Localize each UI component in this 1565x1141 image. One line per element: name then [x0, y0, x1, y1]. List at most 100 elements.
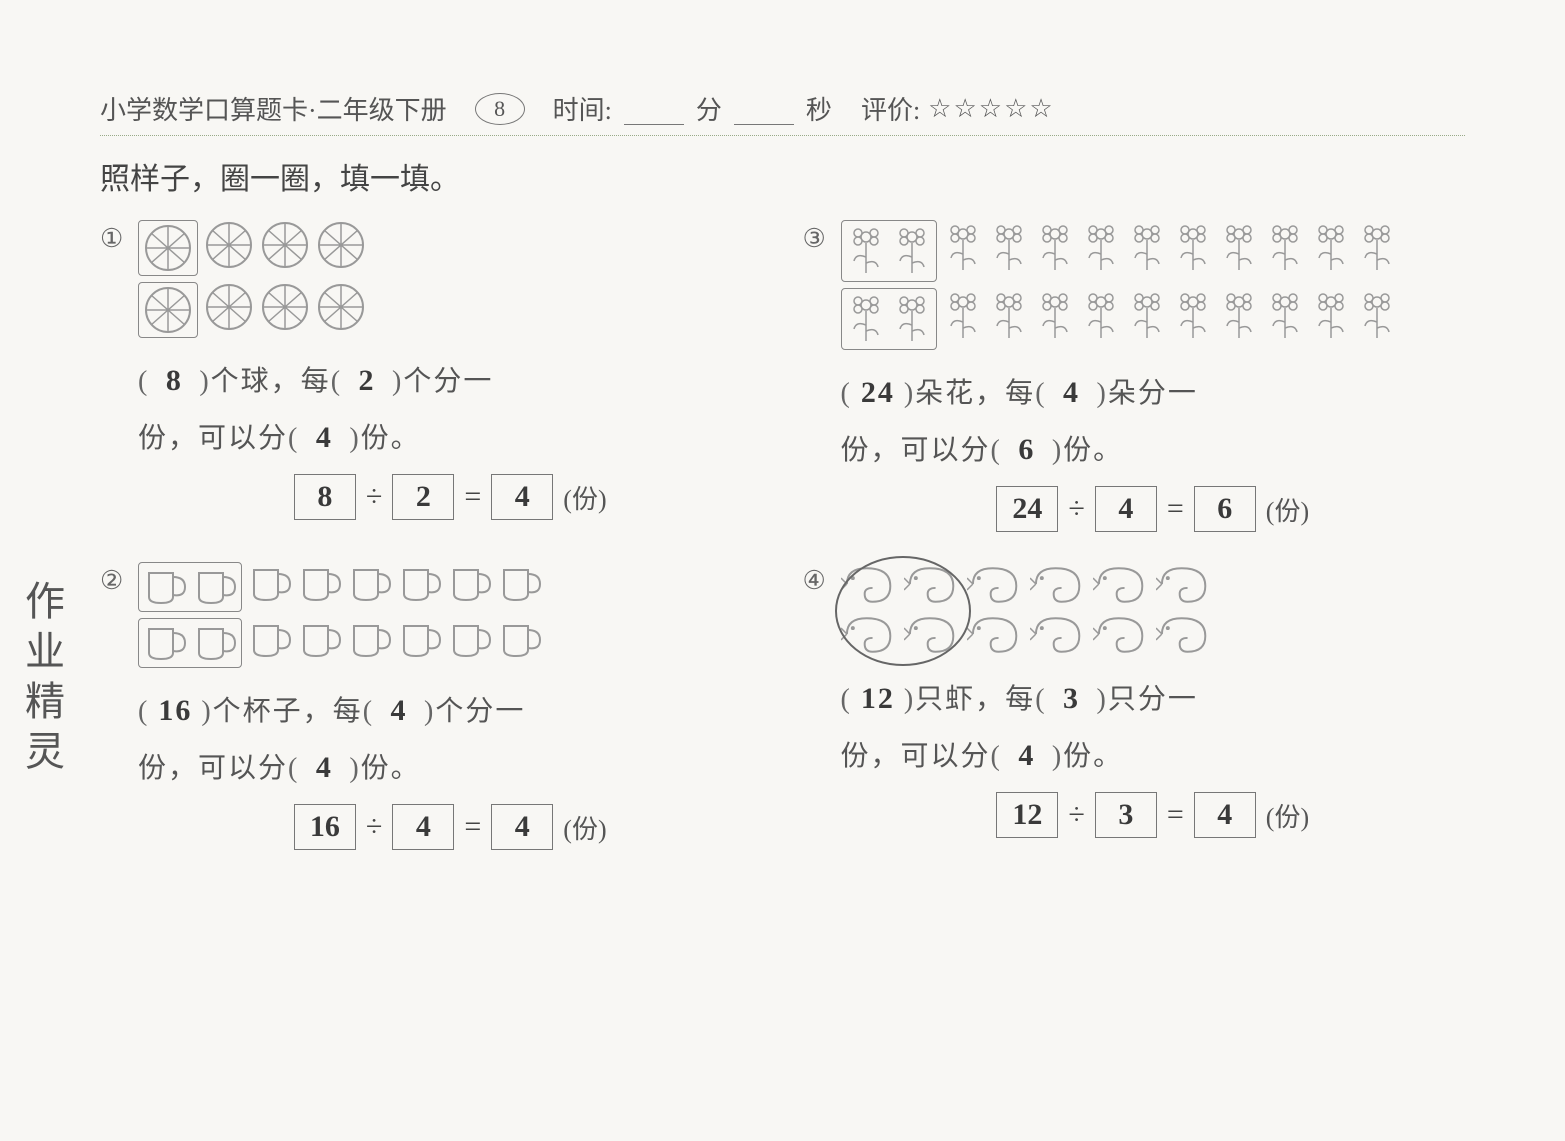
- flower-icon: [846, 223, 886, 279]
- cup-icon: [498, 618, 542, 662]
- p3-total: 24: [861, 364, 895, 421]
- second-unit: 秒: [806, 90, 832, 127]
- shrimp-icon: [1093, 612, 1150, 656]
- p2-eq-a: 16: [309, 810, 341, 844]
- flower-icon: [1357, 220, 1397, 276]
- problem-number-1: ①: [100, 224, 123, 254]
- p3-groups: 6: [1011, 421, 1043, 478]
- p1-eq-c: 4: [506, 480, 538, 514]
- problem-3: ③: [803, 220, 1466, 532]
- worksheet-header: 小学数学口算题卡·二年级下册 8 时间: 分 秒 评价: ☆☆☆☆☆: [100, 90, 1465, 127]
- p4-per: 3: [1056, 670, 1088, 727]
- flower-icon: [1035, 288, 1075, 344]
- problem-2-icons: [138, 562, 763, 668]
- problem-2: ②: [100, 562, 763, 850]
- flower-icon: [846, 291, 886, 347]
- p2-eq-unit: (份): [563, 809, 606, 846]
- p1-eq-a: 8: [309, 480, 341, 514]
- problem-number-2: ②: [100, 566, 123, 596]
- equals-sign: =: [464, 480, 481, 514]
- shrimp-icon: [1156, 562, 1213, 606]
- problem-number-4: ④: [803, 566, 826, 596]
- problem-3-icons: [841, 220, 1466, 350]
- p1-groups: 4: [308, 409, 340, 466]
- flower-icon: [1081, 288, 1121, 344]
- cup-icon: [398, 562, 442, 606]
- p2-per: 4: [383, 682, 415, 739]
- problem-3-text: ( 24 )朵花，每( 4 )朵分一 份，可以分( 6 )份。: [841, 364, 1466, 478]
- flower-icon: [989, 288, 1029, 344]
- flower-icon: [1265, 288, 1305, 344]
- p3-eq-a: 24: [1011, 492, 1043, 526]
- flower-icon: [1311, 220, 1351, 276]
- problem-1-icons: [138, 220, 763, 338]
- book-title: 小学数学口算题卡·二年级下册: [100, 90, 447, 127]
- shrimp-icon: [1156, 612, 1213, 656]
- page-number: 8: [475, 93, 525, 125]
- cup-icon: [193, 565, 237, 609]
- cup-icon: [143, 621, 187, 665]
- cup-icon: [193, 621, 237, 665]
- problem-4-equation: 12 ÷ 3 = 4 (份): [841, 792, 1466, 838]
- p2-eq-b: 4: [407, 810, 439, 844]
- flower-icon: [1219, 288, 1259, 344]
- basketball-icon: [204, 282, 254, 332]
- flower-icon: [1173, 288, 1213, 344]
- p4-eq-a: 12: [1011, 798, 1043, 832]
- cup-icon: [398, 618, 442, 662]
- shrimp-icon: [904, 562, 961, 606]
- flower-icon: [1127, 220, 1167, 276]
- p2-eq-c: 4: [506, 810, 538, 844]
- time-label: 时间:: [553, 90, 612, 127]
- p2-total: 16: [158, 682, 192, 739]
- cup-icon: [143, 565, 187, 609]
- flower-icon: [1127, 288, 1167, 344]
- basketball-icon: [260, 282, 310, 332]
- p2-groups: 4: [308, 739, 340, 796]
- p1-eq-unit: (份): [563, 479, 606, 516]
- cup-icon: [348, 618, 392, 662]
- p3-eq-b: 4: [1110, 492, 1142, 526]
- cup-icon: [248, 618, 292, 662]
- problem-1: ① ( 8 )个球，每( 2 )个分一 份，可以分( 4 )份。 8 ÷: [100, 220, 763, 532]
- flower-icon: [1219, 220, 1259, 276]
- p3-eq-unit: (份): [1266, 491, 1309, 528]
- flower-icon: [943, 288, 983, 344]
- problem-3-equation: 24 ÷ 4 = 6 (份): [841, 486, 1466, 532]
- basketball-icon: [316, 282, 366, 332]
- time-minutes-blank[interactable]: [624, 92, 684, 124]
- flower-icon: [1265, 220, 1305, 276]
- cup-icon: [348, 562, 392, 606]
- basketball-icon: [143, 223, 193, 273]
- p4-eq-unit: (份): [1266, 797, 1309, 834]
- p4-eq-b: 3: [1110, 798, 1142, 832]
- p3-eq-c: 6: [1209, 492, 1241, 526]
- problems-grid: 作业精灵 ① ( 8 )个球，每( 2 )个分一 份，可以分( 4 )份。: [100, 220, 1465, 850]
- margin-note: 作业精灵: [12, 580, 70, 780]
- basketball-icon: [316, 220, 366, 270]
- shrimp-icon: [904, 612, 961, 656]
- instruction-text: 照样子，圈一圈，填一填。: [100, 154, 1465, 198]
- time-seconds-blank[interactable]: [734, 92, 794, 124]
- problem-2-equation: 16 ÷ 4 = 4 (份): [138, 804, 763, 850]
- flower-icon: [892, 291, 932, 347]
- problem-number-3: ③: [803, 224, 826, 254]
- cup-icon: [298, 618, 342, 662]
- header-divider: [100, 135, 1465, 136]
- problem-1-text: ( 8 )个球，每( 2 )个分一 份，可以分( 4 )份。: [138, 352, 763, 466]
- p1-total: 8: [158, 352, 190, 409]
- p1-eq-b: 2: [407, 480, 439, 514]
- p4-total: 12: [861, 670, 895, 727]
- problem-1-equation: 8 ÷ 2 = 4 (份): [138, 474, 763, 520]
- shrimp-icon: [967, 612, 1024, 656]
- flower-icon: [1081, 220, 1121, 276]
- basketball-icon: [143, 285, 193, 335]
- flower-icon: [943, 220, 983, 276]
- shrimp-icon: [841, 562, 898, 606]
- shrimp-icon: [1030, 562, 1087, 606]
- problem-4-icons: [841, 562, 1466, 656]
- cup-icon: [248, 562, 292, 606]
- flower-icon: [1311, 288, 1351, 344]
- flower-icon: [1357, 288, 1397, 344]
- flower-icon: [989, 220, 1029, 276]
